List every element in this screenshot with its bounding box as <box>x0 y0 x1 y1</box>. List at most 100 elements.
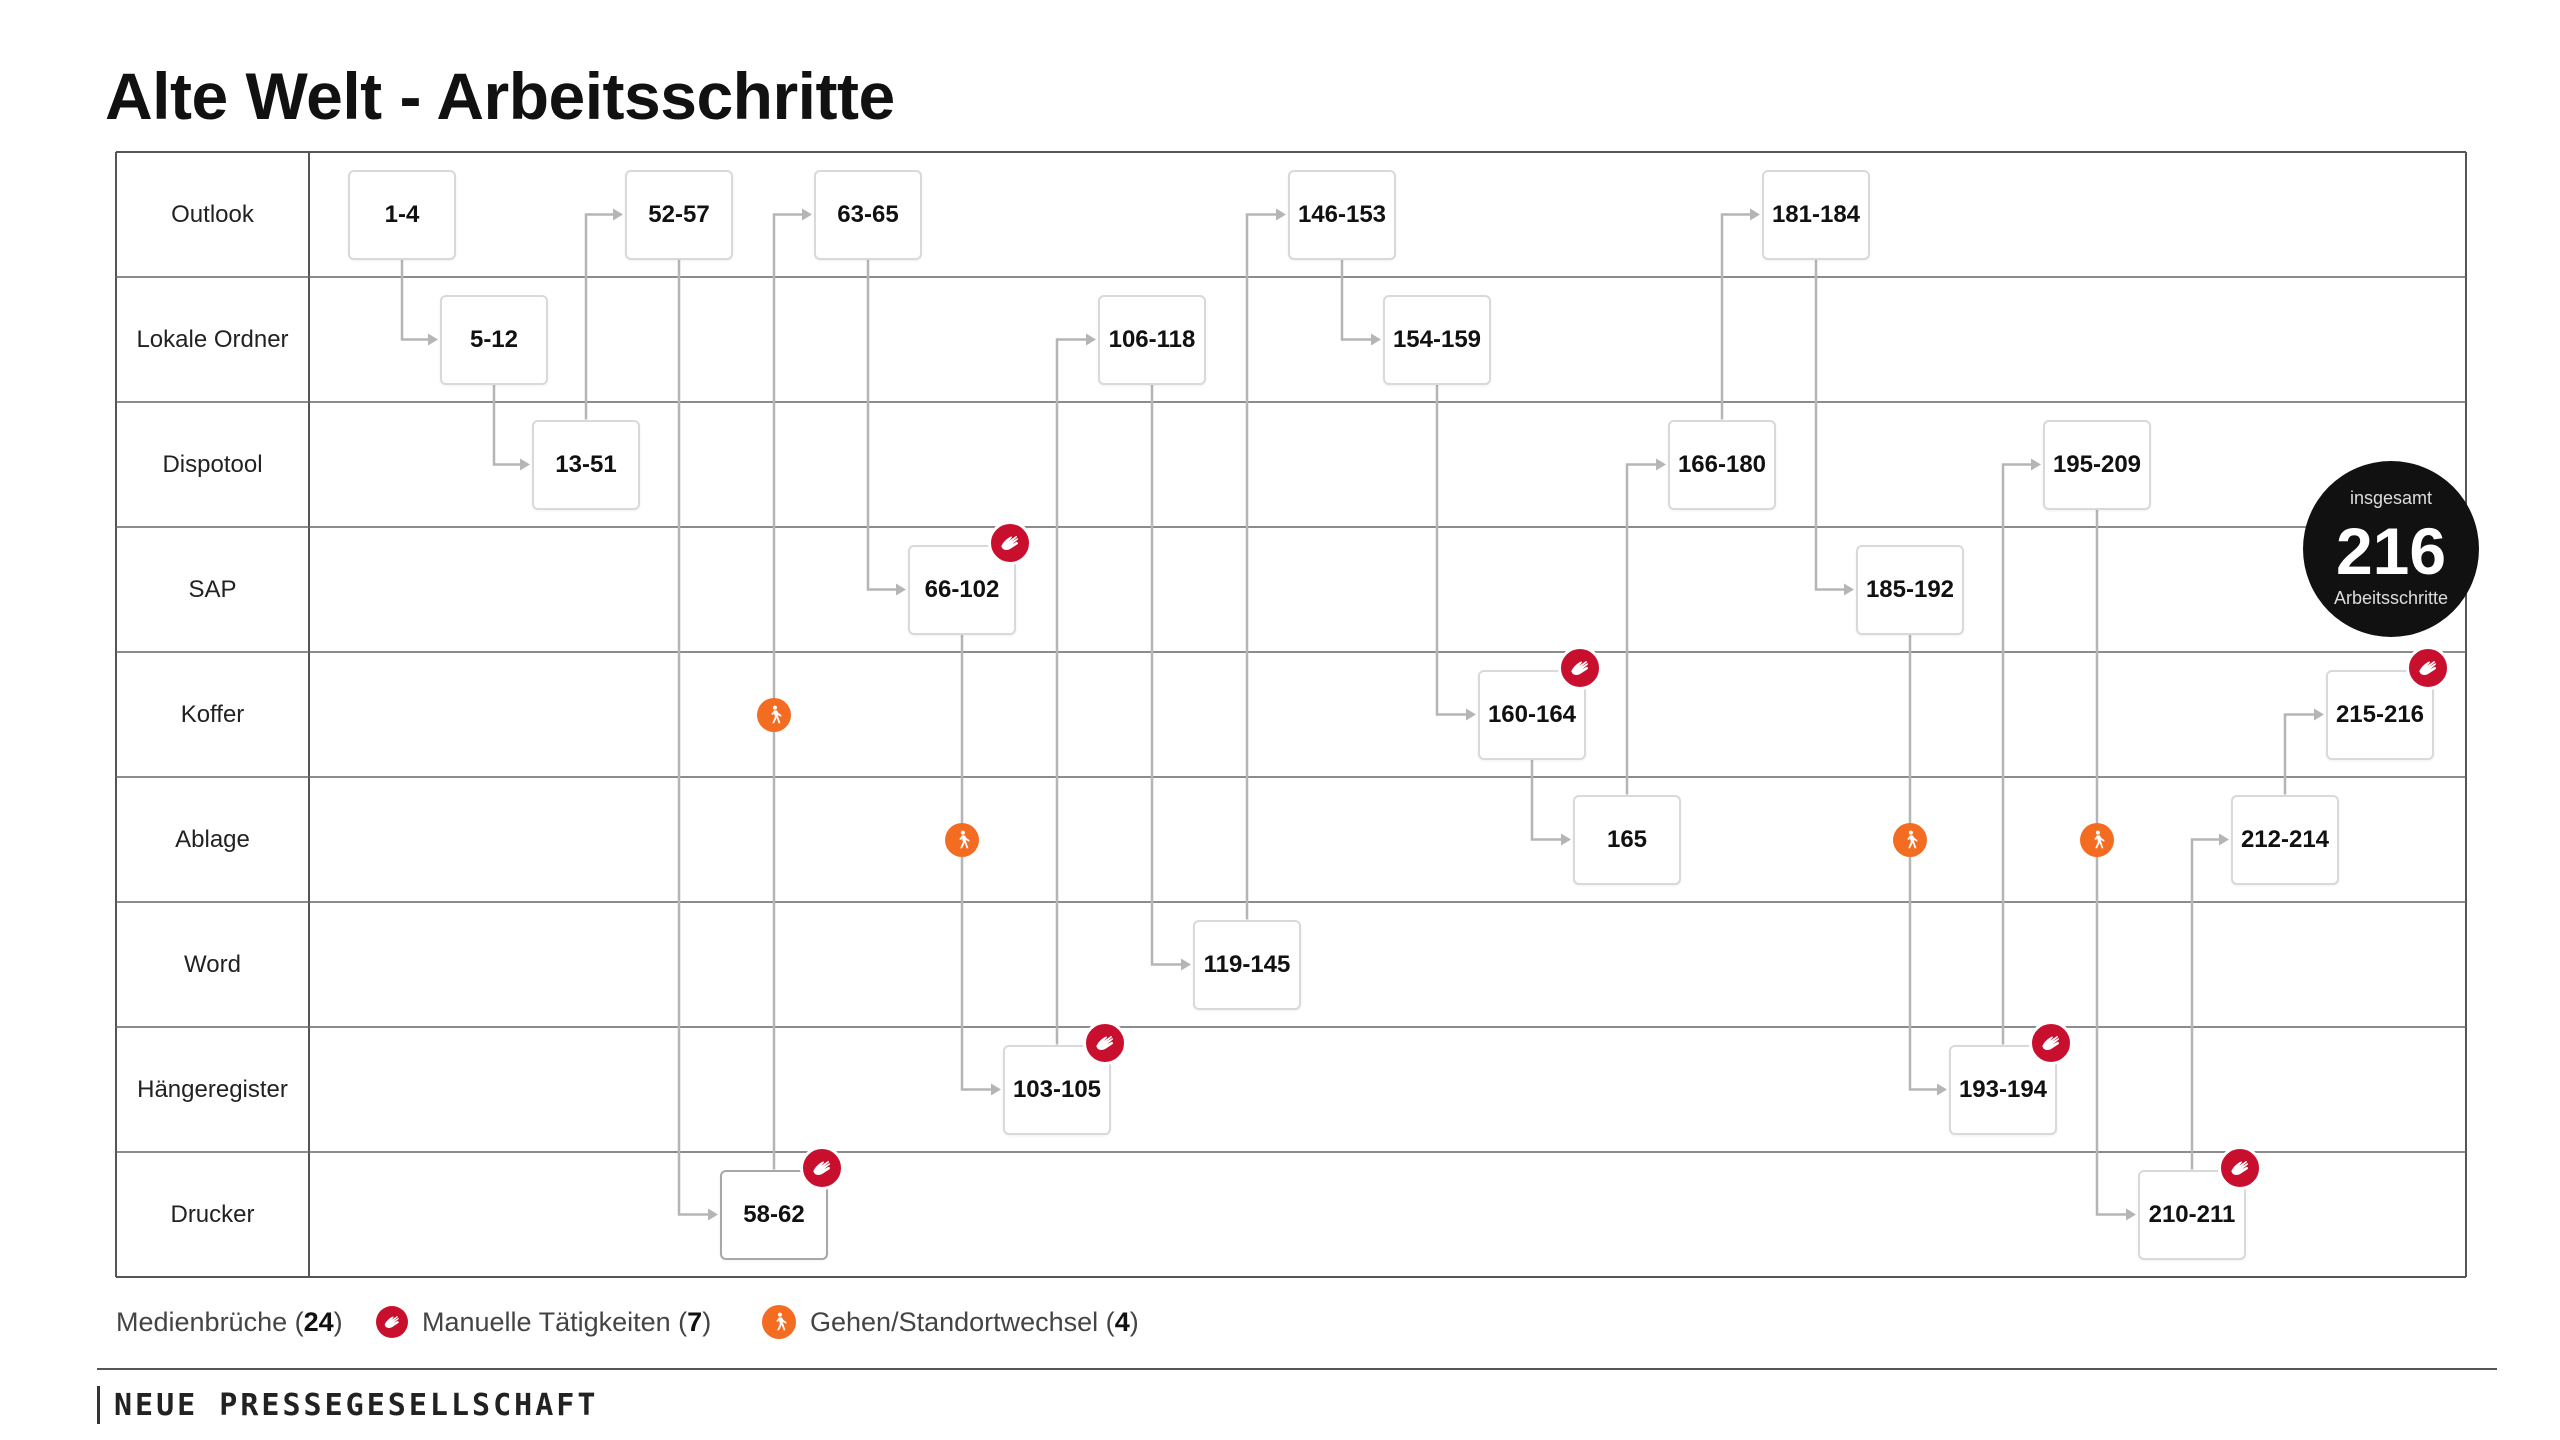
connector-arrowhead <box>1844 583 1854 596</box>
lane-label: Outlook <box>171 200 254 228</box>
legend-walk-label: Gehen/Standortwechsel ( <box>810 1306 1115 1337</box>
step-node: 5-12 <box>440 294 548 385</box>
connector-arrowhead <box>613 208 623 221</box>
walking-person-icon <box>945 822 979 857</box>
step-node: 119-145 <box>1193 919 1301 1010</box>
lane-label: SAP <box>188 575 237 603</box>
legend-manual-close: ) <box>702 1306 712 1337</box>
step-connector <box>1150 384 1183 966</box>
step-connector <box>1530 759 1563 841</box>
step-node: 165 <box>1573 794 1681 885</box>
step-connector <box>1720 213 1752 420</box>
total-steps-badge: insgesamt 216 Arbeitsschritte <box>2303 461 2479 637</box>
connectors <box>400 208 2324 1221</box>
hand-icon <box>2029 1020 2073 1065</box>
legend-media-breaks: Medienbrüche (24) <box>116 1300 343 1344</box>
lane-label: Word <box>184 950 241 978</box>
step-node: 58-62 <box>720 1169 828 1260</box>
legend-manual-label: Manuelle Tätigkeiten ( <box>422 1306 688 1337</box>
connector-arrowhead <box>896 583 906 596</box>
connector-arrowhead <box>428 333 438 346</box>
step-connector <box>1908 634 1939 1091</box>
step-connector <box>492 384 522 466</box>
lane-label: Hängeregister <box>137 1075 288 1103</box>
walking-person-icon <box>762 1305 796 1339</box>
step-connector <box>2190 838 2221 1170</box>
legend-walk-count: 4 <box>1114 1306 1130 1337</box>
step-connector <box>1245 213 1278 920</box>
footer-divider <box>97 1368 2497 1370</box>
connector-arrowhead <box>991 1083 1001 1096</box>
connector-arrowhead <box>2126 1208 2136 1221</box>
legend-media-label: Medienbrüche ( <box>116 1306 304 1337</box>
legend-walk: Gehen/Standortwechsel (4) <box>762 1300 1139 1344</box>
legend-media-close: ) <box>333 1306 343 1337</box>
step-node: 63-65 <box>814 169 922 260</box>
step-node: 13-51 <box>532 419 640 510</box>
step-node: 154-159 <box>1383 294 1491 385</box>
step-connector <box>1435 384 1468 716</box>
step-node: 210-211 <box>2138 1169 2246 1260</box>
step-node: 181-184 <box>1762 169 1870 260</box>
walking-person-icon <box>1893 822 1927 857</box>
connector-arrowhead <box>1466 708 1476 721</box>
hand-icon <box>2218 1145 2262 1190</box>
lane-label: Drucker <box>170 1200 255 1228</box>
connector-arrowhead <box>2314 708 2324 721</box>
legend-manual: Manuelle Tätigkeiten (7) <box>376 1300 711 1344</box>
step-node: 1-4 <box>348 169 456 260</box>
legend-media-count: 24 <box>303 1306 334 1337</box>
step-node: 166-180 <box>1668 419 1776 510</box>
step-connector <box>1625 463 1658 795</box>
connector-arrowhead <box>1937 1083 1947 1096</box>
hand-icon <box>1083 1020 1127 1065</box>
legend-manual-count: 7 <box>687 1306 703 1337</box>
step-node: 215-216 <box>2326 669 2434 760</box>
step-connector <box>866 259 898 591</box>
step-connector <box>772 213 804 1170</box>
step-connector <box>2283 713 2316 795</box>
connector-arrowhead <box>1371 333 1381 346</box>
connector-arrowhead <box>2219 833 2229 846</box>
step-node: 185-192 <box>1856 544 1964 635</box>
connector-arrowhead <box>1561 833 1571 846</box>
connector-arrowhead <box>708 1208 718 1221</box>
hand-icon <box>800 1145 844 1190</box>
lane-lines <box>115 151 2467 1278</box>
step-connector <box>960 634 993 1091</box>
step-connector <box>400 259 430 341</box>
total-bottom-label: Arbeitsschritte <box>2333 588 2449 608</box>
walking-person-icon <box>757 697 791 732</box>
connector-arrowhead <box>1750 208 1760 221</box>
step-node: 195-209 <box>2043 419 2151 510</box>
hand-icon <box>1558 645 1602 690</box>
total-value: 216 <box>2335 514 2447 588</box>
step-connector <box>2095 509 2128 1216</box>
connector-arrowhead <box>1181 958 1191 971</box>
lane-label: Lokale Ordner <box>136 325 289 353</box>
step-node: 212-214 <box>2231 794 2339 885</box>
step-connector <box>1340 259 1373 341</box>
connector-arrowhead <box>1276 208 1286 221</box>
connector-arrowhead <box>2031 458 2041 471</box>
lane-label: Koffer <box>180 700 245 728</box>
legend-walk-close: ) <box>1129 1306 1139 1337</box>
step-node: 146-153 <box>1288 169 1396 260</box>
step-connector <box>584 213 615 420</box>
walking-person-icon <box>2080 822 2114 857</box>
lane-label: Ablage <box>175 825 250 853</box>
hand-icon <box>988 520 1032 565</box>
hand-icon <box>376 1306 408 1338</box>
brand-logo-text: NEUE PRESSEGESELLSCHAFT <box>114 1388 599 1423</box>
total-top-label: insgesamt <box>2349 488 2433 508</box>
page-title: Alte Welt - Arbeitsschritte <box>105 59 895 133</box>
step-connector <box>1814 259 1846 591</box>
brand-accent-bar <box>97 1386 100 1424</box>
step-node: 103-105 <box>1003 1044 1111 1135</box>
connector-arrowhead <box>1656 458 1666 471</box>
step-node: 106-118 <box>1098 294 1206 385</box>
connector-arrowhead <box>1086 333 1096 346</box>
hand-icon <box>2406 645 2450 690</box>
step-node: 52-57 <box>625 169 733 260</box>
